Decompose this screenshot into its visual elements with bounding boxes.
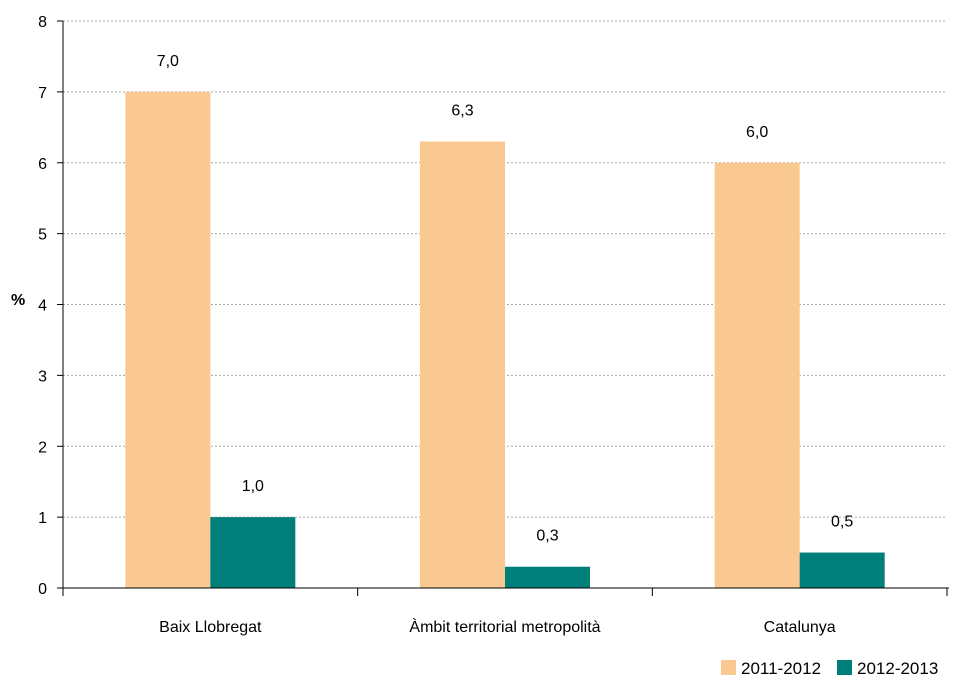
y-tick-label: 2: [38, 439, 47, 456]
legend-label: 2011-2012: [741, 659, 821, 678]
bar-2011-2012-Baix Llobregat: [125, 91, 211, 588]
labels: 0 1 2 3 4 5 6 7 8 7,0 1,0 Baix Llobregat 6,3 0,3 Àmbit…: [38, 14, 853, 636]
data-label: 0,5: [831, 514, 853, 531]
y-tick-label: 4: [38, 298, 47, 315]
data-label: 7,0: [157, 53, 179, 70]
legend-swatch: [837, 660, 852, 675]
x-category-label: Àmbit territorial metropolità: [409, 617, 600, 636]
y-tick-label: 3: [38, 368, 47, 385]
y-tick-label: 7: [38, 85, 47, 102]
bar-2011-2012-Catalunya: [714, 162, 800, 588]
bar-2012-2013-Catalunya: [799, 552, 885, 588]
y-axis-label: %: [11, 292, 25, 309]
axes: [57, 20, 949, 596]
x-category-label: Baix Llobregat: [159, 619, 262, 636]
bar-2012-2013-Baix Llobregat: [210, 517, 296, 588]
bar-2012-2013-Àmbit territorial metropolità: [505, 566, 590, 588]
bars: [125, 91, 885, 589]
data-label: 1,0: [242, 478, 264, 495]
data-label: 0,3: [536, 528, 558, 545]
legend-label: 2012-2013: [857, 659, 938, 678]
x-category-label: Catalunya: [764, 619, 836, 636]
y-tick-label: 6: [38, 156, 47, 173]
y-tick-label: 0: [38, 581, 47, 598]
legend: 2011-2012 2012-2013: [721, 659, 938, 678]
y-tick-label: 8: [38, 14, 47, 31]
y-tick-label: 5: [38, 227, 47, 244]
bar-2011-2012-Àmbit territorial metropolità: [420, 141, 505, 589]
legend-swatch: [721, 660, 736, 675]
data-label: 6,0: [746, 124, 768, 141]
y-tick-label: 1: [38, 510, 47, 527]
data-label: 6,3: [451, 102, 473, 119]
